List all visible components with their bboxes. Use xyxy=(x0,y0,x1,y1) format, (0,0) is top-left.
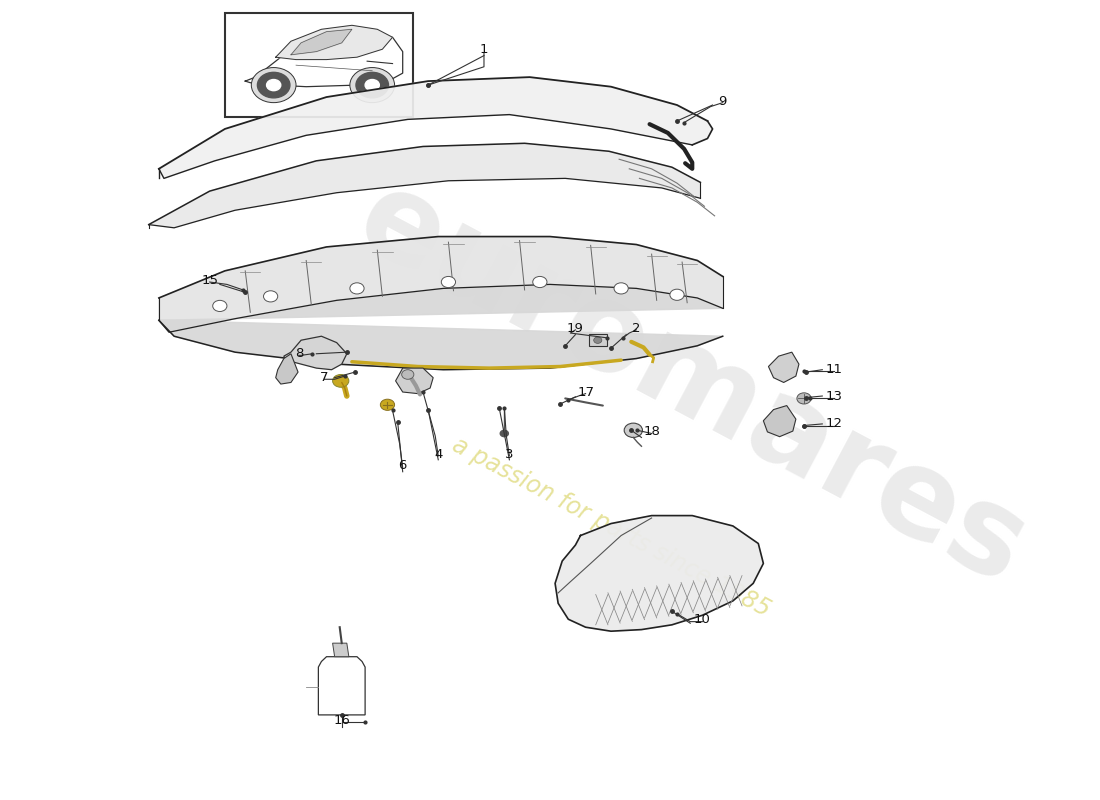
Circle shape xyxy=(624,423,642,438)
Text: 16: 16 xyxy=(333,714,350,727)
Polygon shape xyxy=(158,237,723,332)
Polygon shape xyxy=(245,34,403,86)
Circle shape xyxy=(441,277,455,287)
Text: 15: 15 xyxy=(201,274,218,287)
Text: 9: 9 xyxy=(718,94,727,107)
Polygon shape xyxy=(332,643,349,657)
Circle shape xyxy=(350,67,395,102)
Text: 4: 4 xyxy=(434,448,442,461)
Polygon shape xyxy=(276,354,298,384)
Text: 8: 8 xyxy=(295,347,304,360)
Circle shape xyxy=(356,72,388,98)
Polygon shape xyxy=(763,406,796,437)
Text: a passion for parts since 1985: a passion for parts since 1985 xyxy=(448,433,774,622)
Polygon shape xyxy=(284,336,346,370)
Text: 10: 10 xyxy=(694,613,711,626)
Circle shape xyxy=(796,393,811,404)
Text: euromares: euromares xyxy=(338,158,1046,610)
Circle shape xyxy=(532,277,547,287)
Text: 12: 12 xyxy=(826,418,843,430)
Circle shape xyxy=(365,79,380,90)
Circle shape xyxy=(500,430,508,437)
Polygon shape xyxy=(158,77,713,178)
Text: 7: 7 xyxy=(320,371,329,384)
Circle shape xyxy=(264,290,277,302)
Circle shape xyxy=(257,72,290,98)
Text: 11: 11 xyxy=(826,363,843,376)
Polygon shape xyxy=(556,515,763,631)
Text: 2: 2 xyxy=(632,322,640,334)
Polygon shape xyxy=(276,26,393,59)
Polygon shape xyxy=(769,352,799,382)
Circle shape xyxy=(266,79,280,90)
Text: 13: 13 xyxy=(826,390,843,402)
Bar xyxy=(588,334,607,346)
Circle shape xyxy=(594,337,602,343)
Circle shape xyxy=(251,67,296,102)
Polygon shape xyxy=(318,657,365,715)
Text: 17: 17 xyxy=(578,386,594,398)
Bar xyxy=(224,14,412,117)
Circle shape xyxy=(381,399,395,410)
Text: 18: 18 xyxy=(644,426,660,438)
Circle shape xyxy=(332,374,349,387)
Circle shape xyxy=(350,283,364,294)
Text: 1: 1 xyxy=(480,42,488,56)
Polygon shape xyxy=(290,30,352,55)
Circle shape xyxy=(614,283,628,294)
Polygon shape xyxy=(396,368,433,394)
Polygon shape xyxy=(158,285,723,370)
Text: 6: 6 xyxy=(398,459,407,472)
Polygon shape xyxy=(148,143,701,228)
Text: 19: 19 xyxy=(566,322,584,334)
Circle shape xyxy=(402,370,414,379)
Circle shape xyxy=(670,289,684,300)
Circle shape xyxy=(212,300,227,311)
Text: 3: 3 xyxy=(505,448,514,461)
